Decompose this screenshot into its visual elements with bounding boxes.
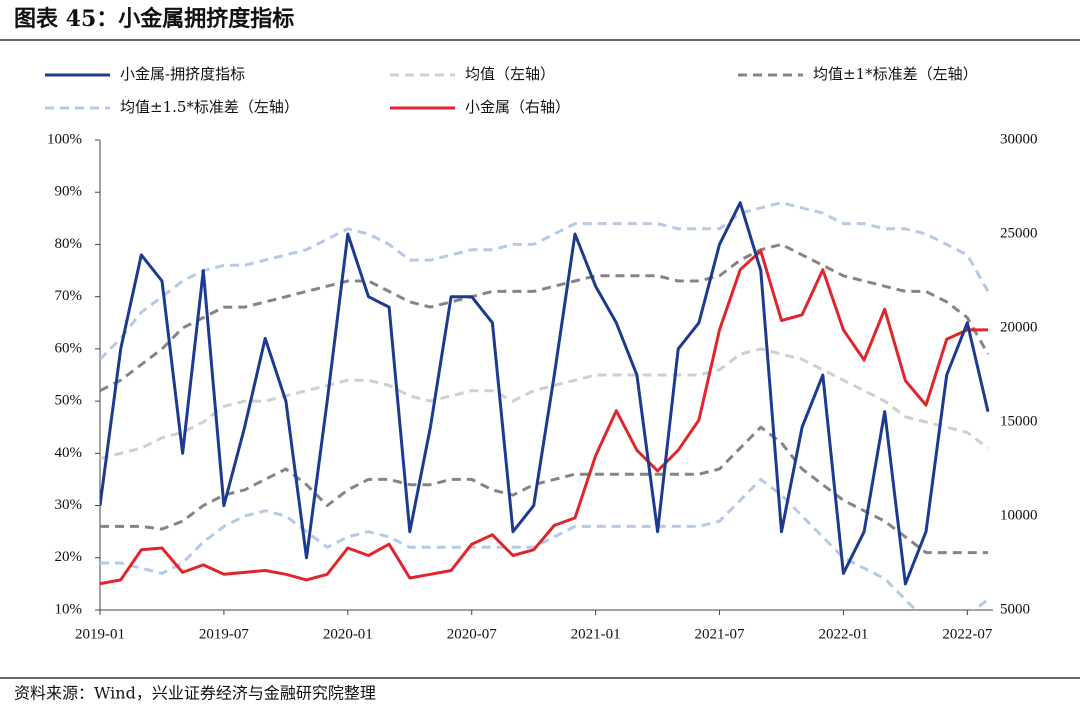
x-tick-label: 2021-01 — [571, 626, 621, 642]
y-tick-label: 90% — [55, 184, 83, 200]
y-tick-label: 20% — [55, 549, 83, 565]
series-lower-line — [100, 477, 989, 610]
x-tick-label: 2022-01 — [818, 626, 868, 642]
series-line — [100, 242, 990, 393]
y-tick-label: 100% — [47, 131, 82, 147]
y-tick-label: 30% — [55, 497, 83, 513]
x-tick-label: 2022-07 — [942, 626, 992, 642]
y2-tick-label: 15000 — [1000, 413, 1038, 429]
legend-label: 小金属-拥挤度指标 — [120, 65, 245, 83]
legend-label: 均值（左轴） — [465, 65, 555, 83]
source: 资料来源：Wind，兴业证券经济与金融研究院整理 — [14, 684, 376, 703]
series-line — [100, 201, 990, 586]
legend-label: 小金属（右轴） — [465, 98, 570, 116]
y2-tick-label: 20000 — [1000, 319, 1038, 335]
y2-tick-label: 25000 — [1000, 225, 1038, 241]
series-line — [100, 347, 989, 461]
legend-label: 均值±1.5*标准差（左轴） — [120, 98, 299, 116]
x-tick-label: 2020-07 — [447, 626, 497, 642]
x-tick-label: 2020-01 — [323, 626, 373, 642]
y-tick-label: 70% — [55, 288, 83, 304]
y-tick-label: 60% — [55, 340, 83, 356]
y-tick-label: 80% — [55, 236, 83, 252]
chart-title: 图表 45：小金属拥挤度指标 — [14, 6, 294, 32]
y-tick-label: 10% — [55, 601, 83, 617]
series-lower-line — [100, 425, 988, 555]
y2-tick-label: 30000 — [1000, 131, 1038, 147]
y-tick-label: 50% — [55, 393, 83, 409]
x-tick-label: 2019-07 — [199, 626, 249, 642]
x-tick-label: 2019-01 — [75, 626, 125, 642]
series-line — [100, 249, 988, 586]
legend-label: 均值±1*标准差（左轴） — [813, 65, 978, 83]
y2-tick-label: 5000 — [1000, 601, 1030, 617]
y2-tick-label: 10000 — [1000, 507, 1038, 523]
x-tick-label: 2021-07 — [695, 626, 745, 642]
y-tick-label: 40% — [55, 445, 83, 461]
plot — [100, 201, 990, 610]
series-line — [100, 201, 990, 361]
